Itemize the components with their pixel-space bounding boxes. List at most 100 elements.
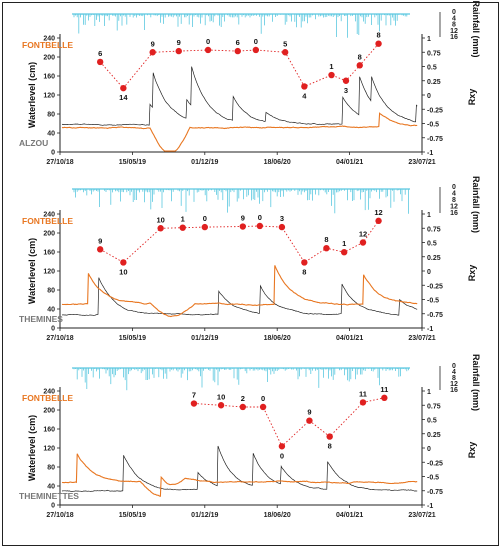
time-tick-label: 27/10/18 [46, 512, 73, 519]
rxy-point [120, 259, 127, 266]
rxy-tick-label: 0.5 [427, 241, 437, 248]
rainfall-axis-title: Rainfall (mm) [471, 0, 481, 57]
rxy-point [340, 248, 348, 256]
lag-label: 6 [98, 49, 102, 58]
rxy-tick-label: 0.75 [427, 403, 441, 410]
waterlevel-tick-label: 0 [51, 503, 55, 510]
rxy-point [278, 443, 286, 450]
lag-label: 4 [302, 91, 307, 100]
rxy-tick-label: 0.75 [427, 226, 441, 233]
lag-label: 0 [261, 394, 265, 403]
rxy-point [342, 77, 350, 84]
rxy-tick-label: 0.25 [427, 79, 441, 86]
rxy-tick-label: 0 [427, 269, 431, 276]
station-waterlevel-line [61, 277, 418, 316]
lag-label: 12 [374, 208, 382, 217]
rxy-point [239, 403, 247, 411]
rainfall-tick-label: 8 [452, 197, 456, 204]
waterlevel-tick-label: 40 [47, 307, 55, 314]
station-series-label: THEMINES [19, 314, 63, 324]
rxy-tick-label: 0.75 [427, 50, 441, 57]
time-tick-label: 04/01/21 [336, 159, 363, 166]
reference-series-label: FONTBELLE [22, 393, 73, 403]
rainfall-tick-label: 16 [450, 34, 458, 41]
lag-label: 8 [376, 31, 380, 40]
lag-label: 1 [329, 62, 333, 71]
waterlevel-tick-label: 80 [47, 465, 55, 472]
rxy-tick-label: -0.25 [427, 460, 443, 467]
rxy-point [359, 399, 367, 406]
rainfall-tick-label: 16 [450, 210, 458, 217]
waterlevel-tick-label: 80 [47, 288, 55, 295]
time-tick-label: 04/01/21 [336, 335, 363, 342]
rxy-tick-label: -0.75 [427, 312, 443, 319]
rxy-tick-label: -0.25 [427, 283, 443, 290]
rxy-point [239, 223, 247, 230]
waterlevel-axis-title: Waterlevel (cm) [27, 62, 37, 128]
lag-label: 11 [380, 385, 388, 394]
rxy-point [278, 223, 286, 231]
waterlevel-tick-label: 200 [43, 231, 55, 238]
rainfall-tick-label: 4 [452, 369, 456, 376]
rxy-tick-label: 0.5 [427, 418, 437, 425]
lag-label: 8 [328, 442, 332, 451]
rxy-point [175, 47, 182, 55]
time-tick-label: 01/12/19 [191, 335, 218, 342]
rxy-point [149, 49, 156, 56]
station-series-label: THEMINETTES [19, 491, 79, 501]
rxy-point [96, 58, 104, 66]
fontbelle-waterlevel-line [61, 453, 418, 497]
rxy-point [306, 417, 313, 424]
rainfall-tick-label: 12 [450, 204, 458, 211]
lag-label: 0 [258, 213, 262, 222]
rxy-tick-label: -1 [427, 326, 433, 333]
lag-label: 7 [192, 391, 196, 400]
rxy-tick-label: -1 [427, 150, 433, 157]
rxy-point [179, 224, 186, 231]
time-tick-label: 01/12/19 [191, 159, 218, 166]
time-tick-label: 15/05/19 [119, 159, 146, 166]
lag-label: 0 [206, 37, 210, 46]
waterlevel-tick-label: 120 [43, 446, 55, 453]
time-tick-label: 15/05/19 [119, 512, 146, 519]
rxy-connector [99, 220, 379, 264]
rxy-tick-label: 1 [427, 212, 431, 219]
rxy-point [204, 46, 212, 54]
time-tick-label: 18/06/20 [264, 335, 291, 342]
lag-label: 6 [236, 38, 240, 47]
rainfall-axis-title: Rainfall (mm) [471, 176, 481, 233]
rxy-point [375, 217, 382, 225]
rxy-point [281, 49, 289, 56]
lag-label: 9 [177, 38, 181, 47]
rainfall-tick-label: 12 [450, 381, 458, 388]
rxy-point [157, 225, 164, 232]
rxy-point [96, 246, 104, 253]
rxy-point [201, 223, 208, 231]
rxy-tick-label: -0.5 [427, 475, 439, 482]
rainfall-tick-label: 4 [452, 191, 456, 198]
lag-label: 1 [181, 215, 185, 224]
lag-label: 8 [302, 267, 306, 276]
rxy-tick-label: -0.75 [427, 136, 443, 143]
rainfall-tick-label: 12 [450, 28, 458, 35]
reference-series-label: FONTBELLE [22, 216, 73, 226]
time-tick-label: 18/06/20 [264, 512, 291, 519]
waterlevel-tick-label: 160 [43, 250, 55, 257]
lag-label: 9 [151, 39, 155, 48]
time-tick-label: 04/01/21 [336, 512, 363, 519]
rainfall-axis-title: Rainfall (mm) [471, 354, 481, 411]
time-tick-label: 23/07/21 [408, 512, 435, 519]
rxy-point [323, 245, 330, 252]
rxy-tick-label: -0.75 [427, 489, 443, 496]
rainfall-bars [72, 367, 410, 391]
lag-label: 11 [359, 389, 367, 398]
rxy-point [190, 400, 198, 407]
rxy-point [381, 394, 388, 402]
rainfall-tick-label: 16 [450, 387, 458, 394]
rxy-point [252, 46, 260, 54]
lag-label: 9 [307, 408, 311, 417]
waterlevel-tick-label: 240 [43, 212, 55, 219]
time-tick-label: 23/07/21 [408, 159, 435, 166]
